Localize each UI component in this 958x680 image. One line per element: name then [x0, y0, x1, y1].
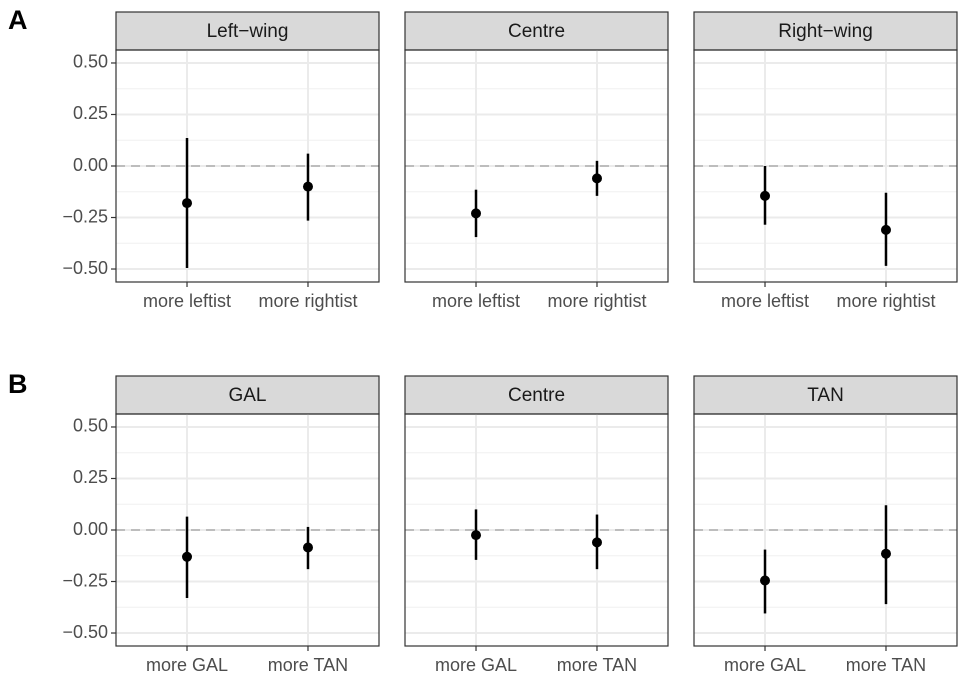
x-tick-label: more GAL	[724, 655, 806, 675]
strip-title: Left−wing	[207, 21, 289, 42]
panel-border	[404, 413, 669, 647]
y-tick-label: 0.50	[73, 52, 108, 72]
y-tick-label: −0.50	[62, 622, 108, 642]
x-tick-label: more TAN	[557, 655, 637, 675]
panel-border	[115, 49, 380, 283]
y-tick-label: 0.00	[73, 155, 108, 175]
strip	[115, 375, 380, 415]
panel-border	[404, 49, 669, 283]
strip	[404, 11, 669, 51]
strip-title: Right−wing	[778, 21, 873, 42]
point	[471, 208, 482, 219]
x-tick-label: more leftist	[721, 291, 809, 311]
point	[760, 575, 771, 586]
point	[760, 190, 771, 201]
point	[471, 530, 482, 541]
y-tick-label: −0.50	[62, 258, 108, 278]
point	[591, 537, 602, 548]
point	[880, 548, 891, 559]
y-tick-label: 0.25	[73, 467, 108, 487]
strip	[404, 375, 669, 415]
panel-label: B	[8, 369, 28, 399]
point	[302, 181, 313, 192]
strip	[693, 375, 958, 415]
panel-label: A	[8, 5, 28, 35]
panel-border	[693, 49, 958, 283]
x-tick-label: more GAL	[146, 655, 228, 675]
y-tick-label: 0.00	[73, 519, 108, 539]
x-tick-label: more rightist	[547, 291, 646, 311]
x-tick-label: more GAL	[435, 655, 517, 675]
panel-border	[693, 413, 958, 647]
panel-border	[115, 413, 380, 647]
point	[182, 551, 193, 562]
x-tick-label: more TAN	[846, 655, 926, 675]
x-tick-label: more TAN	[268, 655, 348, 675]
strip-title: TAN	[807, 385, 844, 406]
y-tick-label: −0.25	[62, 570, 108, 590]
point	[302, 542, 313, 553]
y-tick-label: 0.50	[73, 416, 108, 436]
point	[591, 173, 602, 184]
x-tick-label: more leftist	[432, 291, 520, 311]
point	[880, 224, 891, 235]
strip	[115, 11, 380, 51]
strip-title: Centre	[508, 385, 565, 406]
strip-title: GAL	[228, 385, 266, 406]
x-tick-label: more rightist	[258, 291, 357, 311]
point	[182, 198, 193, 209]
x-tick-label: more leftist	[143, 291, 231, 311]
strip-title: Centre	[508, 21, 565, 42]
y-tick-label: 0.25	[73, 103, 108, 123]
y-tick-label: −0.25	[62, 206, 108, 226]
x-tick-label: more rightist	[836, 291, 935, 311]
